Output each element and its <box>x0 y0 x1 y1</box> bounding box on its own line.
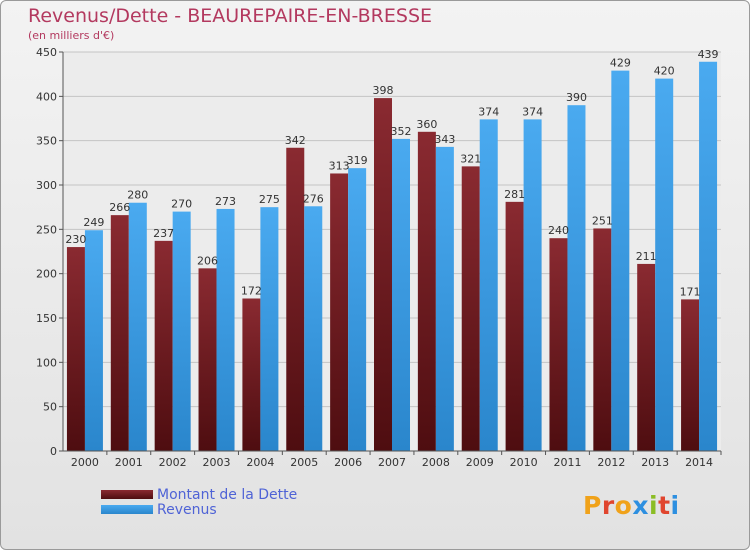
bars <box>66 61 718 452</box>
bar-dette <box>154 240 173 451</box>
bar-dette <box>681 299 700 451</box>
x-tick-label: 2000 <box>71 456 99 469</box>
bar-dette <box>66 247 85 451</box>
data-labels: 2302492662802372702062731722753422763133… <box>65 48 718 299</box>
data-label: 398 <box>373 84 394 97</box>
proxiti-logo: Proxiti <box>583 491 680 520</box>
bar-revenus <box>523 119 542 452</box>
data-label: 374 <box>522 105 543 118</box>
data-label: 280 <box>127 189 148 202</box>
y-tick-label: 50 <box>43 401 57 414</box>
x-tick-label: 2004 <box>246 456 274 469</box>
data-label: 313 <box>329 159 350 172</box>
data-label: 439 <box>698 48 719 61</box>
data-label: 251 <box>592 214 613 227</box>
data-label: 276 <box>303 192 324 205</box>
x-tick-label: 2011 <box>553 456 581 469</box>
legend-label-dette: Montant de la Dette <box>157 487 298 503</box>
data-label: 275 <box>259 193 280 206</box>
legend-swatch-dette <box>101 490 153 499</box>
data-label: 429 <box>610 57 631 70</box>
y-tick-label: 450 <box>36 46 57 59</box>
y-tick-label: 400 <box>36 90 57 103</box>
data-label: 360 <box>416 118 437 131</box>
data-label: 319 <box>347 154 368 167</box>
y-tick-label: 250 <box>36 223 57 236</box>
x-tick-label: 2005 <box>290 456 318 469</box>
data-label: 352 <box>391 125 412 138</box>
bar-revenus <box>216 208 235 451</box>
bar-revenus <box>392 138 410 452</box>
data-label: 249 <box>83 216 104 229</box>
x-tick-label: 2007 <box>378 456 406 469</box>
bar-revenus <box>699 61 718 452</box>
bar-dette <box>330 173 349 451</box>
y-tick-label: 100 <box>36 356 57 369</box>
data-label: 206 <box>197 254 218 267</box>
legend-swatch-revenus <box>101 505 153 514</box>
bar-revenus <box>84 230 103 451</box>
y-tick-label: 350 <box>36 135 57 148</box>
data-label: 342 <box>285 134 306 147</box>
y-tick-label: 150 <box>36 312 57 325</box>
bar-revenus <box>260 207 279 451</box>
x-tick-label: 2009 <box>466 456 494 469</box>
x-tick-label: 2012 <box>597 456 625 469</box>
y-tick-label: 0 <box>50 445 57 458</box>
chart-title: Revenus/Dette - BEAUREPAIRE-EN-BRESSE <box>28 5 433 27</box>
x-tick-label: 2010 <box>510 456 538 469</box>
y-tick-label: 200 <box>36 268 57 281</box>
x-tick-label: 2001 <box>115 456 143 469</box>
data-label: 266 <box>109 201 130 214</box>
x-tick-label: 2013 <box>641 456 669 469</box>
chart-subtitle: (en milliers d'€) <box>28 29 115 42</box>
bar-revenus <box>304 206 323 451</box>
bar-dette <box>505 201 524 451</box>
bar-dette <box>593 228 612 451</box>
bar-revenus <box>172 211 191 451</box>
bar-revenus <box>611 70 630 452</box>
x-tick-label: 2014 <box>685 456 713 469</box>
bar-chart: 2302492662802372702062731722753422763133… <box>36 46 722 469</box>
x-tick-label: 2006 <box>334 456 362 469</box>
data-label: 211 <box>636 250 657 263</box>
bar-dette <box>549 238 568 451</box>
bar-revenus <box>128 202 147 451</box>
bar-dette <box>286 147 305 451</box>
x-tick-label: 2003 <box>203 456 231 469</box>
data-label: 281 <box>504 188 525 201</box>
data-label: 270 <box>171 198 192 211</box>
bar-dette <box>110 215 129 451</box>
bar-dette <box>461 166 480 451</box>
bar-dette <box>637 263 656 451</box>
bar-dette <box>198 268 217 451</box>
legend-label-revenus: Revenus <box>157 502 217 518</box>
data-label: 343 <box>434 133 455 146</box>
data-label: 240 <box>548 224 569 237</box>
data-label: 420 <box>654 65 675 78</box>
x-tick-label: 2002 <box>159 456 187 469</box>
bar-revenus <box>655 78 674 451</box>
bar-dette <box>374 98 392 452</box>
bar-revenus <box>479 119 498 452</box>
data-label: 273 <box>215 195 236 208</box>
bar-dette <box>417 131 436 452</box>
data-label: 172 <box>241 284 262 297</box>
data-label: 321 <box>460 152 481 165</box>
bar-dette <box>242 298 261 451</box>
data-label: 390 <box>566 91 587 104</box>
bar-revenus <box>348 168 367 452</box>
data-label: 171 <box>680 285 701 298</box>
x-tick-label: 2008 <box>422 456 450 469</box>
bar-revenus <box>435 146 454 451</box>
data-label: 230 <box>65 233 86 246</box>
data-label: 374 <box>478 105 499 118</box>
y-tick-label: 300 <box>36 179 57 192</box>
bar-revenus <box>567 105 586 451</box>
data-label: 237 <box>153 227 174 240</box>
